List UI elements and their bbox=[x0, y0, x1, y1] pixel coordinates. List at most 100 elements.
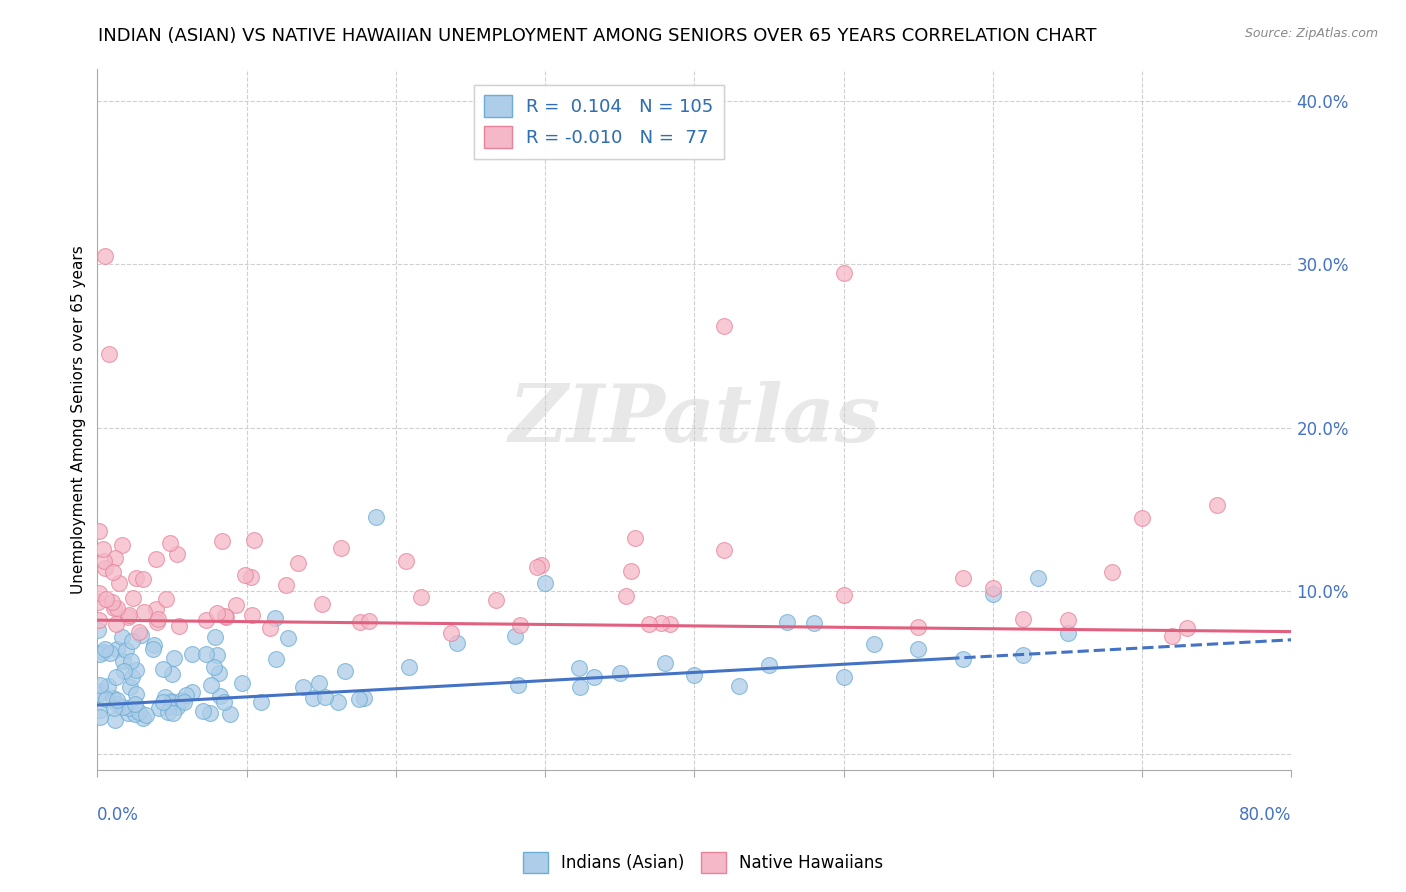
Point bbox=[803, 616, 825, 631]
Point bbox=[1011, 648, 1033, 662]
Point bbox=[395, 554, 418, 568]
Point bbox=[484, 593, 506, 607]
Point bbox=[219, 707, 242, 722]
Point bbox=[128, 705, 150, 719]
Point bbox=[215, 610, 238, 624]
Point bbox=[259, 621, 281, 635]
Point bbox=[87, 586, 110, 600]
Text: ZIPatlas: ZIPatlas bbox=[509, 381, 880, 458]
Point bbox=[111, 538, 134, 552]
Point bbox=[112, 654, 135, 668]
Point bbox=[120, 654, 142, 668]
Point bbox=[148, 701, 170, 715]
Point bbox=[263, 611, 285, 625]
Point bbox=[530, 558, 553, 572]
Point bbox=[637, 616, 659, 631]
Point bbox=[170, 693, 193, 707]
Point bbox=[349, 615, 371, 629]
Point bbox=[181, 647, 204, 661]
Point bbox=[103, 690, 125, 705]
Point bbox=[97, 680, 120, 694]
Point bbox=[240, 608, 263, 623]
Point bbox=[952, 571, 974, 585]
Point bbox=[1101, 565, 1123, 579]
Text: 0.0%: 0.0% bbox=[97, 806, 139, 824]
Point bbox=[526, 560, 548, 574]
Point bbox=[347, 692, 370, 706]
Point bbox=[128, 624, 150, 639]
Point bbox=[98, 347, 121, 361]
Point bbox=[659, 617, 682, 632]
Point bbox=[314, 690, 336, 704]
Point bbox=[103, 701, 125, 715]
Point bbox=[159, 699, 181, 714]
Point bbox=[115, 643, 138, 657]
Point bbox=[250, 695, 273, 709]
Point bbox=[353, 691, 375, 706]
Point bbox=[159, 536, 181, 550]
Point bbox=[132, 710, 155, 724]
Point bbox=[194, 648, 217, 662]
Point bbox=[117, 706, 139, 720]
Point bbox=[776, 615, 799, 630]
Point bbox=[135, 707, 157, 722]
Point bbox=[107, 600, 129, 615]
Point bbox=[582, 670, 605, 684]
Point bbox=[195, 613, 218, 627]
Point bbox=[112, 699, 135, 714]
Point bbox=[91, 541, 114, 556]
Point bbox=[145, 551, 167, 566]
Point bbox=[157, 705, 180, 719]
Point bbox=[134, 605, 156, 619]
Point bbox=[728, 679, 751, 693]
Point bbox=[162, 706, 184, 721]
Point bbox=[277, 632, 299, 646]
Point bbox=[98, 646, 121, 660]
Text: Source: ZipAtlas.com: Source: ZipAtlas.com bbox=[1244, 27, 1378, 40]
Point bbox=[124, 707, 146, 722]
Point bbox=[108, 575, 131, 590]
Legend: Indians (Asian), Native Hawaiians: Indians (Asian), Native Hawaiians bbox=[516, 846, 890, 880]
Point bbox=[145, 601, 167, 615]
Point bbox=[276, 577, 298, 591]
Point bbox=[112, 665, 135, 679]
Point bbox=[211, 534, 233, 549]
Point bbox=[907, 620, 929, 634]
Point bbox=[1056, 613, 1078, 627]
Point bbox=[87, 687, 110, 701]
Point bbox=[105, 697, 128, 711]
Point bbox=[146, 615, 169, 629]
Point bbox=[264, 651, 287, 665]
Point bbox=[104, 616, 127, 631]
Point bbox=[146, 611, 169, 625]
Point bbox=[124, 571, 146, 585]
Point bbox=[291, 680, 314, 694]
Point bbox=[1026, 571, 1049, 585]
Point bbox=[100, 595, 122, 609]
Point bbox=[160, 666, 183, 681]
Point bbox=[163, 651, 186, 665]
Point bbox=[132, 572, 155, 586]
Point bbox=[624, 531, 647, 545]
Point bbox=[204, 630, 226, 644]
Point bbox=[142, 638, 165, 652]
Text: 80.0%: 80.0% bbox=[1239, 806, 1292, 824]
Point bbox=[568, 680, 591, 694]
Point bbox=[214, 608, 236, 623]
Point bbox=[104, 551, 127, 566]
Point bbox=[121, 670, 143, 684]
Point bbox=[89, 613, 111, 627]
Point bbox=[713, 319, 735, 334]
Point bbox=[125, 687, 148, 701]
Point bbox=[89, 703, 111, 717]
Point bbox=[440, 625, 463, 640]
Legend: R =  0.104   N = 105, R = -0.010   N =  77: R = 0.104 N = 105, R = -0.010 N = 77 bbox=[474, 85, 724, 160]
Point bbox=[1205, 498, 1227, 512]
Point bbox=[357, 614, 380, 628]
Point bbox=[105, 671, 128, 685]
Point bbox=[129, 628, 152, 642]
Point bbox=[231, 675, 253, 690]
Point bbox=[152, 695, 174, 709]
Point bbox=[240, 570, 263, 584]
Point bbox=[614, 589, 637, 603]
